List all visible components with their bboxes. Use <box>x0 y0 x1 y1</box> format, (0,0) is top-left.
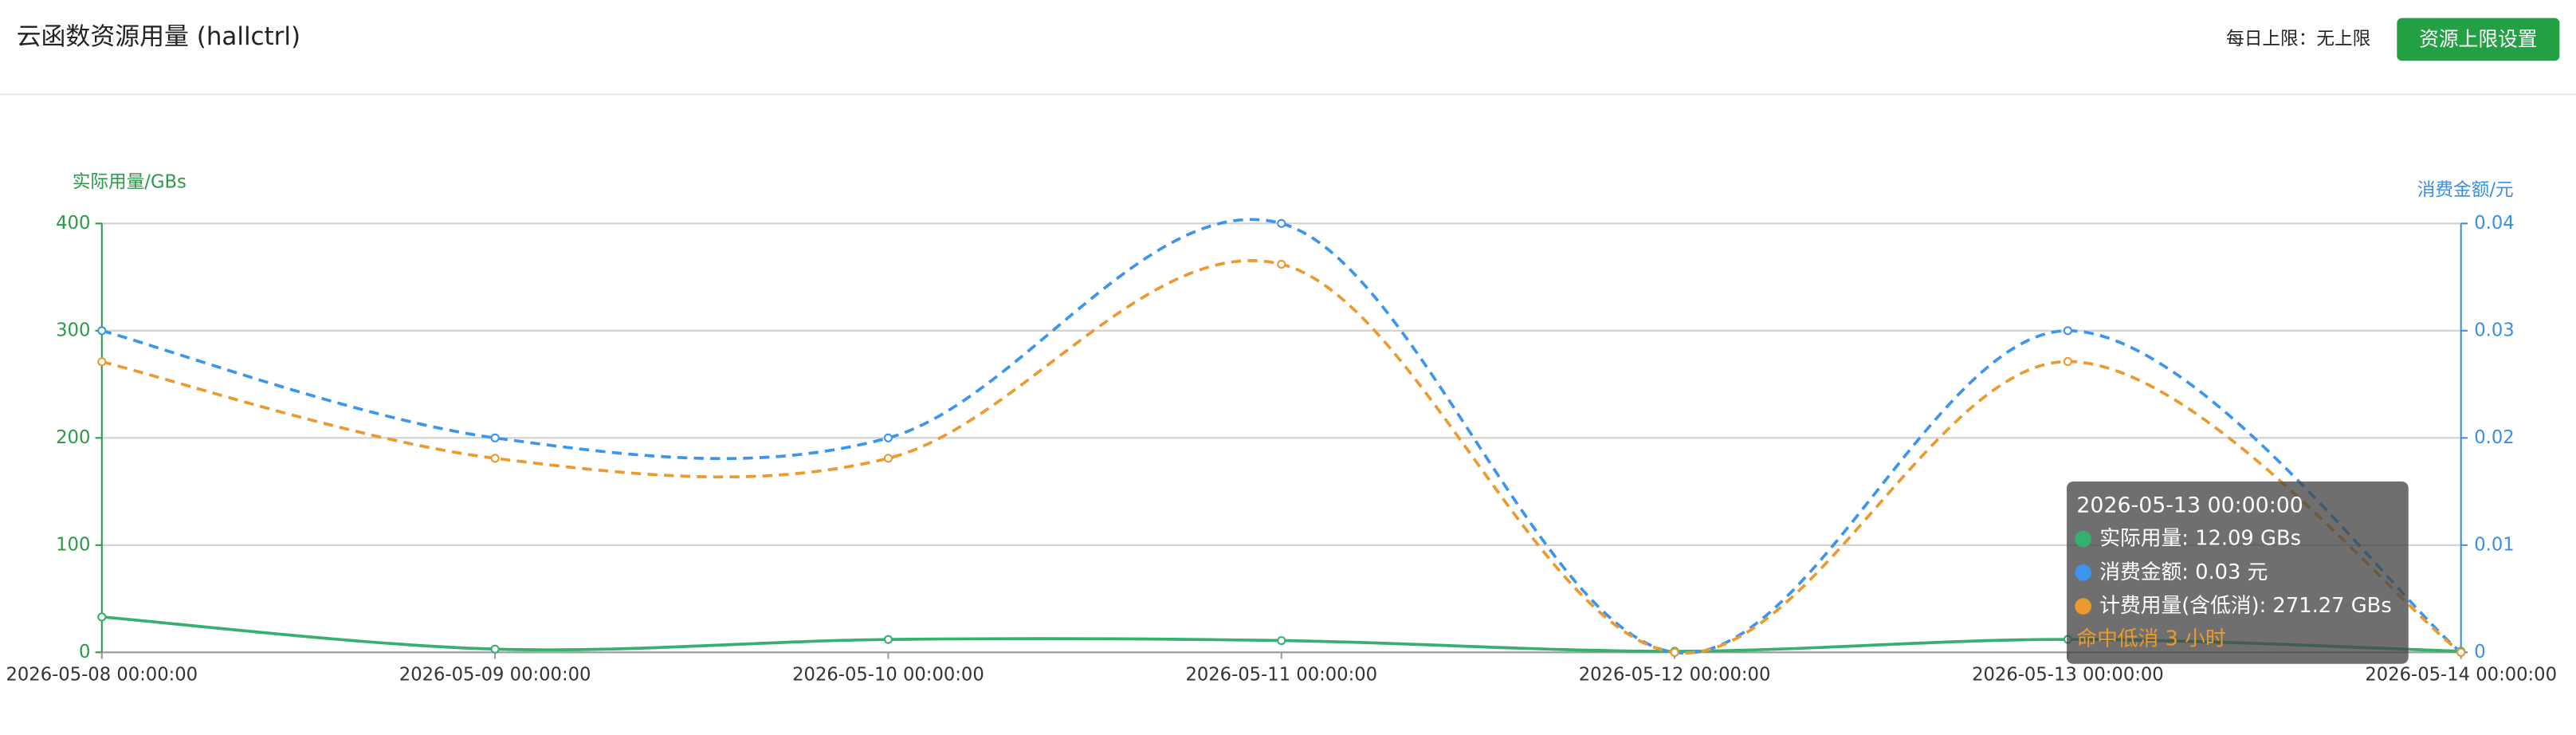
y-tick-label: 100 <box>56 534 90 555</box>
y-tick-label: 200 <box>56 427 90 448</box>
x-tick-label: 2026-05-09 00:00:00 <box>399 665 591 686</box>
y2-tick-label: 0.02 <box>2474 427 2514 448</box>
data-point <box>883 635 893 644</box>
tooltip-box <box>2067 481 2409 664</box>
y2-tick-label: 0.04 <box>2474 213 2514 234</box>
tooltip-item: 实际用量: 12.09 GBs <box>2099 527 2301 551</box>
tooltip-title: 2026-05-13 00:00:00 <box>2076 493 2303 517</box>
page-title: 云函数资源用量 (hallctrl) <box>17 22 300 51</box>
tooltip-item: 消费金额: 0.03 元 <box>2099 560 2268 584</box>
data-point <box>490 454 500 463</box>
y2-axis-title: 消费金额/元 <box>2417 180 2514 201</box>
x-tick-label: 2026-05-08 00:00:00 <box>6 665 198 686</box>
tooltip-dot <box>2075 598 2091 615</box>
tooltip: 2026-05-13 00:00:00 实际用量: 12.09 GBs 消费金额: … <box>2067 481 2409 664</box>
y-axis-title: 实际用量/GBs <box>73 171 187 192</box>
tooltip-dot <box>2075 564 2091 581</box>
data-point <box>2063 356 2072 367</box>
x-tick-label: 2026-05-13 00:00:00 <box>1972 665 2164 686</box>
data-point <box>2063 326 2072 336</box>
limit-button-label[interactable]: 资源上限设置 <box>2419 28 2537 51</box>
data-point <box>490 644 500 654</box>
data-point <box>1277 259 1286 269</box>
data-point <box>1277 218 1286 228</box>
y2-tick-label: 0.01 <box>2474 534 2514 555</box>
data-point <box>97 612 107 622</box>
limit-button[interactable] <box>2397 18 2560 61</box>
tooltip-dot <box>2075 530 2091 548</box>
x-tick-label: 2026-05-14 00:00:00 <box>2365 665 2557 686</box>
y-tick-label: 0 <box>79 642 90 662</box>
tooltip-note: 命中低消 3 小时 <box>2076 627 2225 650</box>
data-point <box>883 454 893 463</box>
tooltip-item: 计费用量(含低消): 271.27 GBs <box>2099 594 2392 618</box>
data-point <box>97 357 107 367</box>
data-point <box>1277 635 1286 646</box>
data-point <box>490 433 500 442</box>
daily-limit: 每日上限：无上限 <box>2226 29 2370 49</box>
data-point <box>1670 647 1679 657</box>
x-tick-label: 2026-05-11 00:00:00 <box>1185 665 1377 686</box>
x-tick-label: 2026-05-12 00:00:00 <box>1579 665 1771 686</box>
y-tick-label: 400 <box>56 213 90 234</box>
data-point <box>2456 647 2466 657</box>
data-point <box>97 326 107 336</box>
y2-tick-label: 0.03 <box>2474 320 2514 340</box>
data-point <box>883 433 893 442</box>
y-tick-label: 300 <box>56 320 90 340</box>
x-tick-label: 2026-05-10 00:00:00 <box>792 665 984 686</box>
y2-tick-label: 0 <box>2474 642 2485 662</box>
